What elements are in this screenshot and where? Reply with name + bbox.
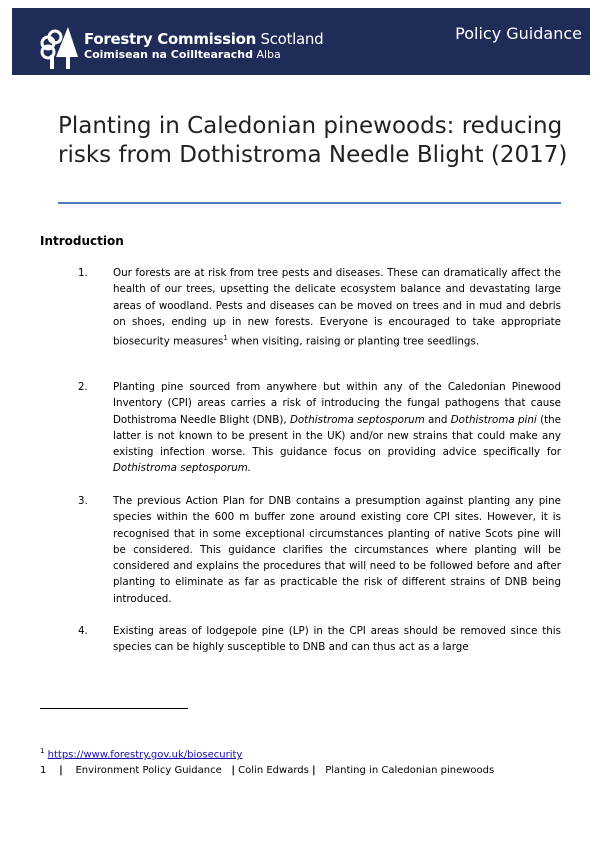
document-title: Planting in Caledonian pinewoods: reduci… <box>58 113 568 168</box>
footnote: 1 https://www.forestry.gov.uk/biosecurit… <box>40 747 243 761</box>
paragraph-text: Existing areas of lodgepole pine (LP) in… <box>113 625 561 654</box>
paragraph-text: Planting pine sourced from anywhere but … <box>113 381 562 475</box>
paragraph-1: 1. Our forests are at risk from tree pes… <box>78 265 561 350</box>
footnote-separator <box>40 708 188 709</box>
paragraph-2: 2. Planting pine sourced from anywhere b… <box>78 379 561 477</box>
footnote-link[interactable]: https://www.forestry.gov.uk/biosecurity <box>47 749 243 761</box>
document-type: Policy Guidance <box>455 24 582 43</box>
title-underline <box>58 202 561 204</box>
org-name-gaelic: Coimisean na Coilltearachd Alba <box>84 48 281 61</box>
paragraph-number: 2. <box>78 381 88 393</box>
section-heading: Introduction <box>40 234 124 248</box>
paragraph-4: 4. Existing areas of lodgepole pine (LP)… <box>78 623 561 656</box>
page-number: 1 <box>40 765 47 776</box>
paragraph-text: The previous Action Plan for DNB contain… <box>113 495 561 605</box>
paragraph-text: Our forests are at risk from tree pests … <box>113 267 561 348</box>
page-footer: 1 | Environment Policy Guidance | Colin … <box>40 765 495 776</box>
org-name: Forestry Commission Scotland <box>84 30 324 48</box>
header-banner: Forestry Commission Scotland Coimisean n… <box>12 8 590 75</box>
paragraph-number: 3. <box>78 495 88 507</box>
paragraph-number: 1. <box>78 267 88 279</box>
paragraph-3: 3. The previous Action Plan for DNB cont… <box>78 493 561 607</box>
paragraph-number: 4. <box>78 625 88 637</box>
forestry-commission-logo-icon <box>40 27 78 69</box>
footnote-ref: 1 <box>223 334 228 343</box>
